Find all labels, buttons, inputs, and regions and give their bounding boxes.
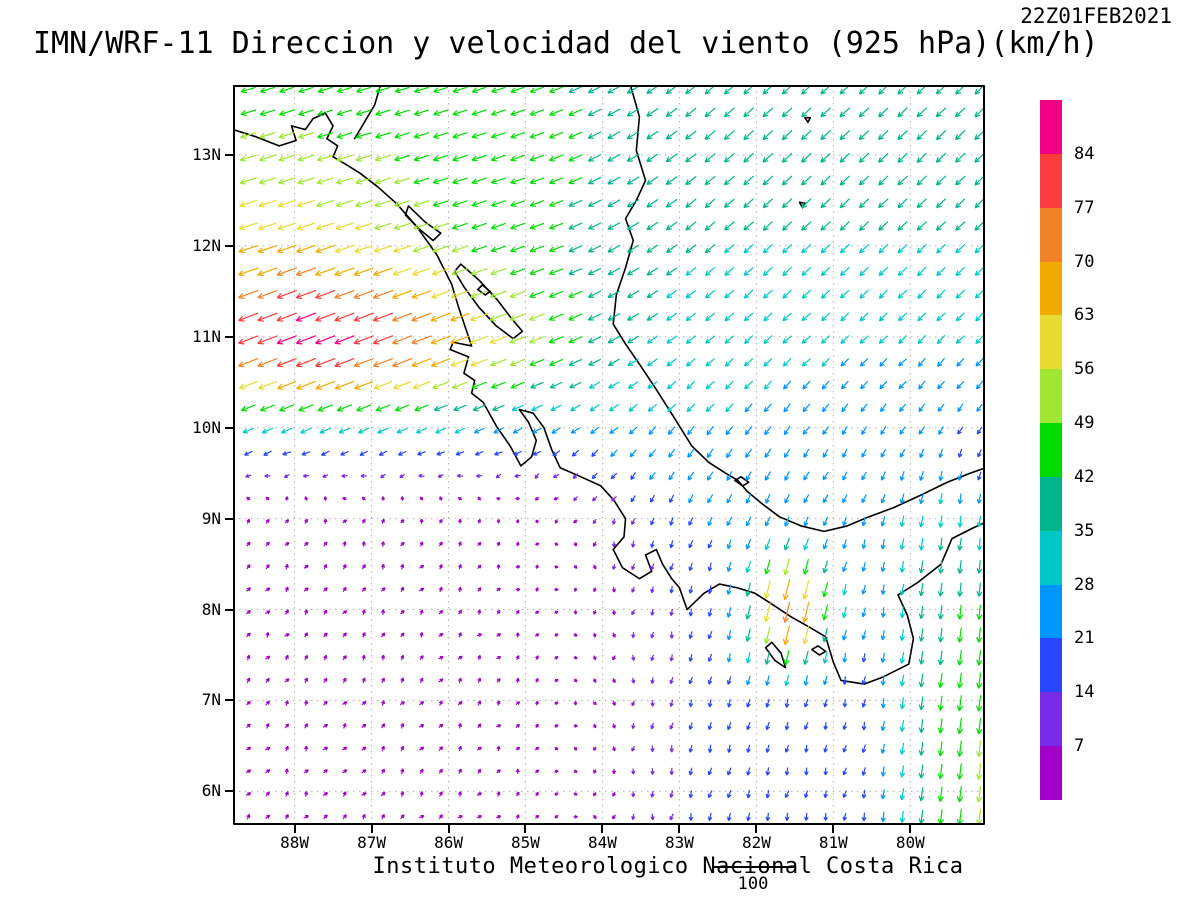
lon-tick-label: 81W (818, 833, 848, 852)
colorbar-label: 63 (1074, 305, 1095, 326)
lat-tick-mark (225, 608, 233, 611)
colorbar-label: 70 (1074, 251, 1095, 272)
lat-tick-label: 12N (192, 235, 221, 255)
colorbar-segment (1040, 530, 1062, 585)
colorbar-label: 77 (1074, 197, 1095, 218)
lon-tick-mark (293, 825, 296, 833)
colorbar-label: 56 (1074, 359, 1095, 380)
lon-tick-mark (909, 825, 912, 833)
lat-tick-mark (225, 790, 233, 793)
lon-tick-mark (678, 825, 681, 833)
colorbar-segment (1040, 638, 1062, 693)
lat-tick-mark (225, 517, 233, 520)
colorbar-label: 21 (1074, 628, 1095, 649)
colorbar-segment (1040, 207, 1062, 262)
colorbar-label: 49 (1074, 413, 1095, 434)
colorbar-segment (1040, 584, 1062, 639)
lat-tick-label: 11N (192, 326, 221, 346)
lon-tick-label: 82W (741, 833, 771, 852)
colorbar-segment (1040, 153, 1062, 208)
lat-tick-mark (225, 335, 233, 338)
lon-tick-label: 84W (588, 833, 617, 852)
lat-tick-mark (225, 154, 233, 156)
colorbar-segment (1040, 476, 1062, 531)
colorbar-label: 84 (1074, 143, 1095, 164)
lat-tick-label: 6N (201, 781, 221, 801)
reference-vector-label: 100 (737, 874, 769, 894)
colorbar-label: 14 (1074, 682, 1095, 703)
lon-tick-label: 80W (895, 833, 925, 852)
colorbar-segment (1040, 315, 1062, 370)
map-plot-area (233, 85, 985, 825)
lat-tick-mark (225, 244, 233, 247)
lat-tick-label: 13N (192, 145, 221, 164)
figure-title: IMN/WRF-11 Direccion y velocidad del vie… (33, 26, 1099, 61)
credit-line: Instituto Meteorologico Nacional Costa R… (372, 854, 964, 879)
colorbar-label: 28 (1074, 574, 1095, 595)
colorbar-segment (1040, 261, 1062, 316)
colorbar-label: 42 (1074, 466, 1095, 487)
valid-time: 22Z01FEB2021 (1020, 4, 1172, 28)
reference-vector-line (712, 866, 794, 868)
lat-tick-label: 7N (201, 690, 221, 710)
colorbar-segment (1040, 423, 1062, 477)
colorbar (1040, 100, 1062, 800)
lon-tick-mark (601, 825, 604, 833)
lon-tick-label: 86W (434, 833, 463, 852)
lon-tick-label: 85W (511, 833, 540, 852)
lon-tick-mark (370, 825, 373, 833)
lon-tick-label: 83W (664, 833, 694, 852)
colorbar-segment (1040, 692, 1062, 747)
lon-tick-label: 88W (280, 833, 310, 852)
wind-vector-map-canvas (233, 85, 985, 825)
colorbar-label: 7 (1074, 736, 1085, 757)
lon-tick-mark (832, 825, 835, 833)
lat-tick-mark (225, 426, 233, 429)
lat-tick-label: 8N (201, 599, 221, 619)
colorbar-segment (1040, 100, 1062, 154)
lon-tick-mark (755, 825, 758, 833)
lon-tick-mark (447, 825, 450, 833)
lon-tick-label: 87W (357, 833, 386, 852)
lat-tick-label: 9N (201, 508, 221, 528)
colorbar-segment (1040, 746, 1062, 800)
colorbar-segment (1040, 369, 1062, 424)
lat-tick-mark (225, 699, 233, 702)
colorbar-label: 35 (1074, 520, 1095, 541)
lat-tick-label: 10N (192, 417, 221, 437)
lon-tick-mark (524, 825, 527, 833)
